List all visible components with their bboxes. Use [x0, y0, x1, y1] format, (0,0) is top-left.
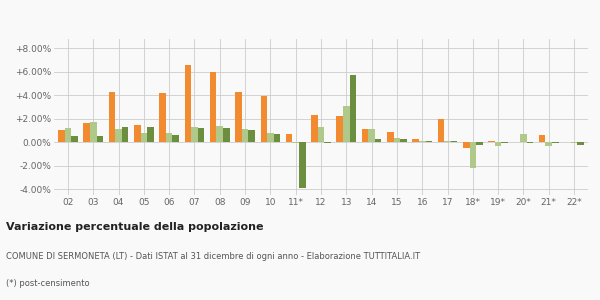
- Bar: [425, 141, 432, 142]
- Bar: [520, 134, 527, 142]
- Bar: [343, 106, 350, 142]
- Bar: [368, 129, 375, 142]
- Bar: [274, 134, 280, 142]
- Bar: [58, 130, 65, 142]
- Bar: [387, 132, 394, 142]
- Bar: [198, 128, 205, 142]
- Bar: [375, 139, 382, 142]
- Bar: [400, 139, 407, 142]
- Bar: [577, 142, 584, 145]
- Bar: [463, 142, 470, 148]
- Bar: [267, 133, 274, 142]
- Bar: [495, 142, 502, 146]
- Bar: [451, 141, 457, 142]
- Bar: [166, 133, 172, 142]
- Bar: [502, 142, 508, 143]
- Bar: [286, 134, 292, 142]
- Bar: [172, 135, 179, 142]
- Bar: [437, 119, 444, 142]
- Bar: [217, 126, 223, 142]
- Bar: [191, 127, 198, 142]
- Bar: [147, 127, 154, 142]
- Bar: [470, 142, 476, 168]
- Bar: [488, 141, 495, 142]
- Bar: [444, 141, 451, 142]
- Bar: [159, 93, 166, 142]
- Text: (*) post-censimento: (*) post-censimento: [6, 279, 89, 288]
- Bar: [527, 142, 533, 143]
- Bar: [292, 142, 299, 143]
- Bar: [476, 142, 483, 145]
- Text: COMUNE DI SERMONETA (LT) - Dati ISTAT al 31 dicembre di ogni anno - Elaborazione: COMUNE DI SERMONETA (LT) - Dati ISTAT al…: [6, 252, 420, 261]
- Bar: [311, 115, 318, 142]
- Bar: [210, 72, 217, 142]
- Bar: [394, 137, 400, 142]
- Bar: [412, 139, 419, 142]
- Bar: [337, 116, 343, 142]
- Bar: [318, 127, 324, 142]
- Bar: [260, 97, 267, 142]
- Bar: [324, 142, 331, 143]
- Bar: [90, 122, 97, 142]
- Bar: [362, 129, 368, 142]
- Bar: [115, 129, 122, 142]
- Bar: [140, 133, 147, 142]
- Bar: [350, 75, 356, 142]
- Bar: [185, 65, 191, 142]
- Bar: [545, 142, 552, 146]
- Bar: [97, 136, 103, 142]
- Bar: [571, 142, 577, 143]
- Bar: [419, 141, 425, 142]
- Bar: [65, 128, 71, 142]
- Bar: [299, 142, 305, 188]
- Bar: [552, 142, 559, 143]
- Bar: [248, 130, 255, 142]
- Bar: [223, 128, 230, 142]
- Bar: [83, 124, 90, 142]
- Text: Variazione percentuale della popolazione: Variazione percentuale della popolazione: [6, 222, 263, 232]
- Bar: [235, 92, 242, 142]
- Bar: [539, 135, 545, 142]
- Bar: [122, 127, 128, 142]
- Bar: [134, 124, 140, 142]
- Bar: [242, 129, 248, 142]
- Bar: [71, 136, 78, 142]
- Bar: [109, 92, 115, 142]
